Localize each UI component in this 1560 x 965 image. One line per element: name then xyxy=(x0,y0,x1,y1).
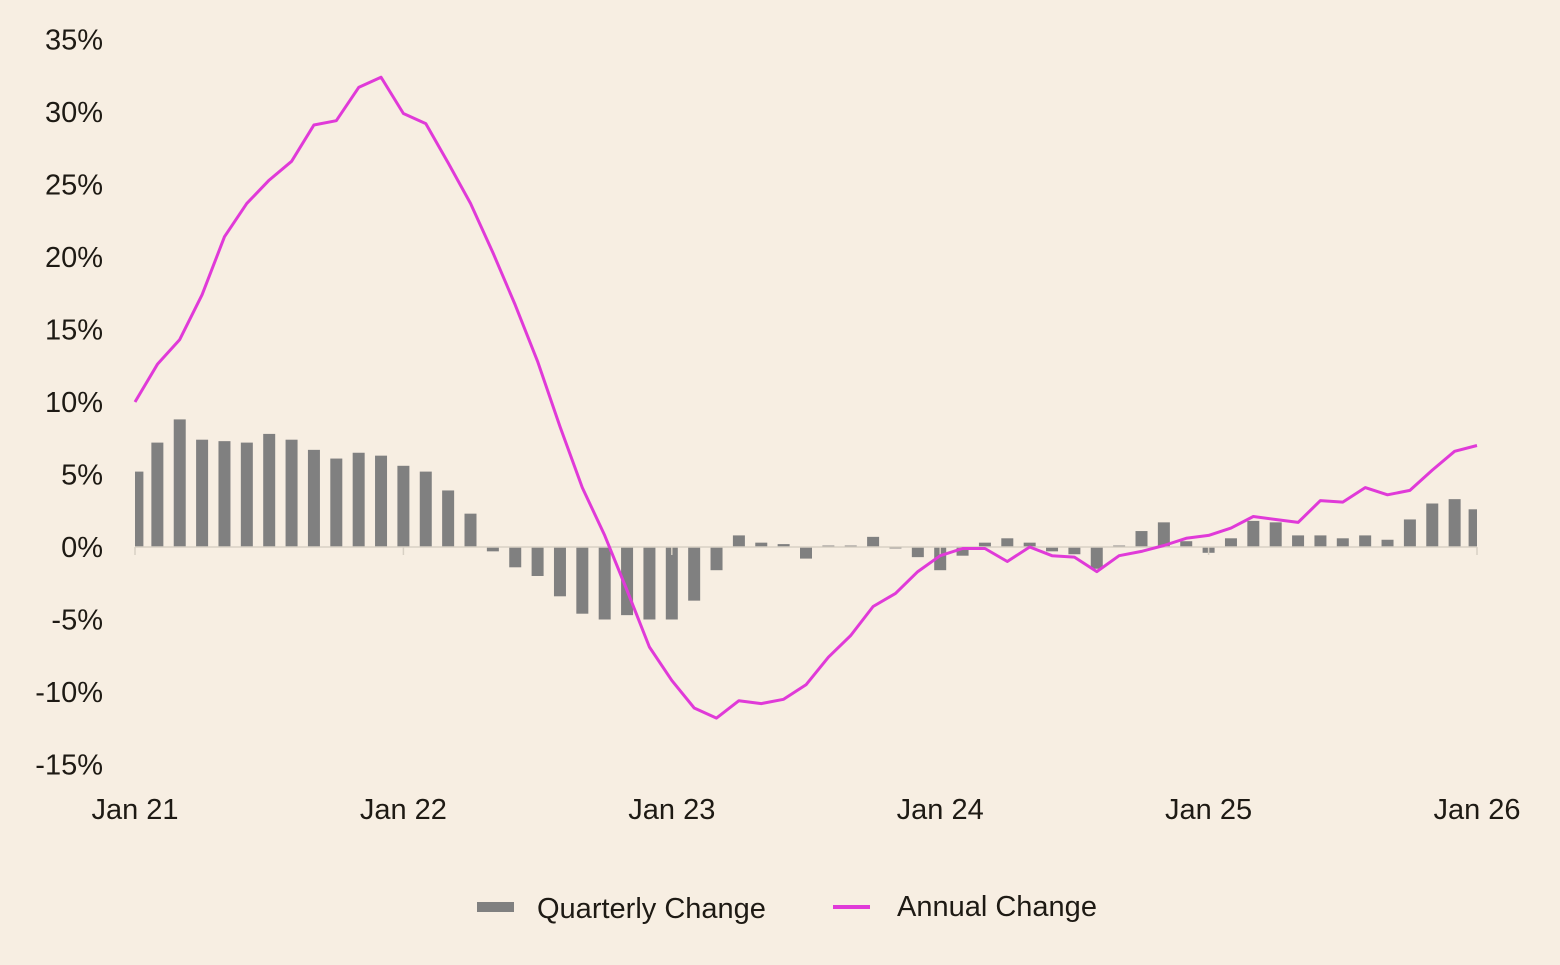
y-tick-label: 10% xyxy=(45,387,103,419)
y-tick-label: -5% xyxy=(51,605,103,637)
y-tick-label: 30% xyxy=(45,97,103,129)
y-tick-label: 5% xyxy=(61,460,103,492)
x-tick-label: Jan 21 xyxy=(91,794,178,826)
quarterly-change-bar xyxy=(330,458,343,547)
quarterly-change-bar xyxy=(1247,520,1260,547)
y-tick-label: -15% xyxy=(35,750,103,782)
quarterly-change-bar xyxy=(531,547,544,576)
quarterly-change-bar xyxy=(486,547,499,552)
quarterly-change-bar xyxy=(196,439,209,547)
quarterly-change-bar xyxy=(1157,522,1170,547)
annual-change-line xyxy=(133,75,1478,720)
quarterly-change-bar xyxy=(1180,541,1193,547)
y-tick-label: -10% xyxy=(35,677,103,709)
quarterly-change-bar xyxy=(419,471,432,547)
quarterly-change-bar xyxy=(598,547,611,620)
quarterly-change-bar xyxy=(1135,531,1148,547)
x-tick-label: Jan 25 xyxy=(1165,794,1252,826)
quarterly-change-bar xyxy=(173,419,186,547)
quarterly-change-bar xyxy=(1359,535,1372,547)
quarterly-change-bar xyxy=(867,536,880,547)
quarterly-change-bar xyxy=(934,547,947,571)
quarterly-change-bars xyxy=(135,419,1477,620)
quarterly-change-bar xyxy=(135,471,144,547)
y-tick-label: 0% xyxy=(61,532,103,564)
x-tick-label: Jan 24 xyxy=(897,794,984,826)
quarterly-change-bar xyxy=(553,547,566,597)
quarterly-change-bar xyxy=(911,547,924,558)
quarterly-change-bar xyxy=(777,544,790,547)
y-axis: 35% 30% 25% 20% 15% 10% 5% 0% -5% -10% -15% xyxy=(35,25,103,782)
quarterly-change-bar xyxy=(1448,499,1461,547)
quarterly-change-bar xyxy=(576,547,589,614)
quarterly-change-bar xyxy=(397,465,410,547)
quarterly-change-bar xyxy=(509,547,522,568)
quarterly-change-bar xyxy=(263,433,276,547)
x-tick-label: Jan 22 xyxy=(360,794,447,826)
quarterly-change-bar xyxy=(1381,539,1394,547)
legend-swatch-quarterly xyxy=(477,902,514,912)
quarterly-change-bar xyxy=(665,547,678,620)
quarterly-change-bar xyxy=(307,449,320,547)
quarterly-change-bar xyxy=(1023,542,1036,547)
quarterly-change-bar xyxy=(240,442,253,547)
y-tick-label: 20% xyxy=(45,242,103,274)
quarterly-change-bar xyxy=(442,490,455,547)
legend: Quarterly Change Annual Change xyxy=(477,891,1097,925)
y-tick-label: 15% xyxy=(45,315,103,347)
quarterly-change-bar xyxy=(1224,538,1237,547)
quarterly-change-bar xyxy=(643,547,656,620)
quarterly-change-bar xyxy=(710,547,723,571)
quarterly-change-bar xyxy=(1269,522,1282,547)
quarterly-change-bar xyxy=(1336,538,1349,547)
quarterly-change-bar xyxy=(956,547,969,556)
quarterly-change-bar xyxy=(285,439,298,547)
x-axis: Jan 21 Jan 22 Jan 23 Jan 24 Jan 25 Jan 26 xyxy=(91,547,1521,826)
quarterly-change-bar xyxy=(688,547,701,601)
x-tick-label: Jan 23 xyxy=(628,794,715,826)
legend-label-annual: Annual Change xyxy=(897,891,1097,923)
quarterly-change-bar xyxy=(978,542,991,547)
quarterly-change-bar xyxy=(464,513,477,547)
quarterly-change-bar xyxy=(1292,535,1305,547)
quarterly-change-bar xyxy=(151,442,164,547)
quarterly-change-bar xyxy=(1001,538,1014,547)
quarterly-change-bar xyxy=(352,452,365,547)
quarterly-change-bar xyxy=(1314,535,1327,547)
quarterly-change-bar xyxy=(1468,509,1477,547)
y-tick-label: 25% xyxy=(45,170,103,202)
quarterly-change-bar xyxy=(218,441,231,547)
quarterly-change-bar xyxy=(1068,547,1081,555)
x-tick-label: Jan 26 xyxy=(1433,794,1520,826)
quarterly-change-bar xyxy=(1046,547,1059,552)
legend-swatch-annual xyxy=(833,905,870,909)
quarterly-change-bar xyxy=(755,542,768,547)
quarterly-change-bar xyxy=(1090,547,1103,569)
legend-label-quarterly: Quarterly Change xyxy=(537,893,766,925)
quarterly-change-bar xyxy=(1426,503,1439,547)
quarterly-change-bar xyxy=(375,455,388,547)
quarterly-change-bar xyxy=(1403,519,1416,547)
quarterly-change-bar xyxy=(732,535,745,547)
quarterly-change-bar xyxy=(800,547,812,559)
y-tick-label: 35% xyxy=(45,25,103,57)
